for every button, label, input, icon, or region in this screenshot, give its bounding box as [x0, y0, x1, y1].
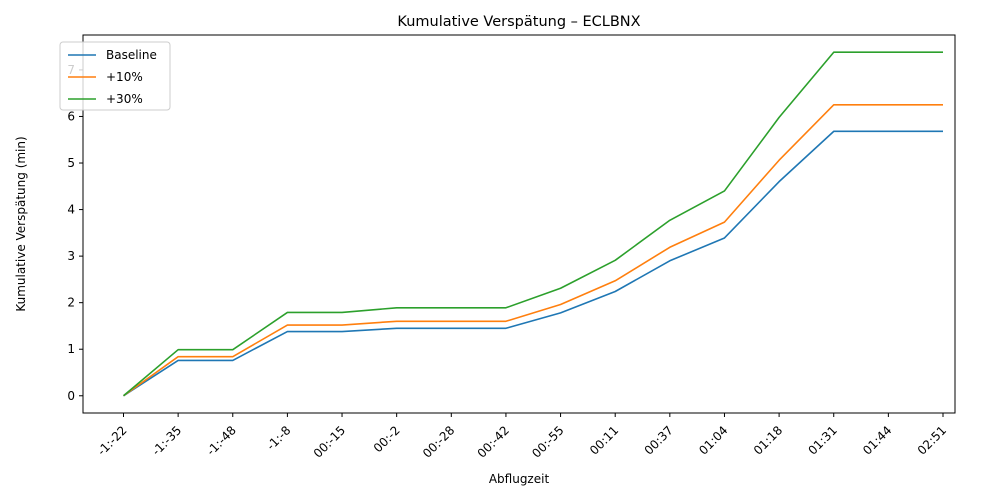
y-tick-label: 6 [67, 109, 75, 123]
legend-label: Baseline [106, 48, 157, 62]
legend-label: +30% [106, 92, 143, 106]
x-axis: -1:-22 -1:-35 -1:-48 -1:-8 00:-15 00:-2 00:-28… [95, 413, 949, 461]
legend: Baseline +10% +30% [59, 41, 171, 111]
x-tick-label: 01:31 [805, 423, 839, 457]
y-tick-label: 4 [67, 203, 75, 217]
x-tick-label: 00:-28 [420, 423, 457, 460]
plot-lines [122, 51, 943, 397]
x-tick-label: 00:-55 [529, 423, 566, 460]
x-tick-label: 01:04 [696, 423, 730, 457]
x-axis-label: Abflugzeit [489, 472, 550, 486]
y-tick-label: 0 [67, 389, 75, 403]
x-tick-label: 00:11 [587, 423, 621, 457]
y-tick-label: 3 [67, 249, 75, 263]
x-tick-label: -1:-22 [95, 423, 130, 458]
y-axis: 01234567 [67, 63, 83, 403]
x-tick-label: -1:-48 [204, 423, 239, 458]
x-tick-label: -1:-8 [264, 423, 294, 453]
series-line-2 [122, 51, 943, 397]
x-tick-label: -1:-35 [149, 423, 184, 458]
legend-box [59, 41, 171, 111]
series-line-1 [123, 104, 943, 397]
x-tick-label: 01:44 [860, 423, 894, 457]
y-tick-label: 2 [67, 296, 75, 310]
x-tick-label: 01:18 [751, 423, 785, 457]
chart-title: Kumulative Verspätung – ECLBNX [397, 14, 640, 30]
legend-label: +10% [106, 70, 143, 84]
x-tick-label: 00:-42 [475, 423, 512, 460]
x-tick-label: 00:-15 [311, 423, 348, 460]
plot-frame [82, 34, 956, 414]
x-tick-label: 02:51 [915, 423, 949, 457]
series-line-0 [123, 130, 943, 397]
x-tick-label: 00:37 [642, 423, 676, 457]
y-tick-label: 1 [67, 342, 75, 356]
x-tick-label: 00:-2 [371, 423, 403, 455]
y-axis-label: Kumulative Verspätung (min) [14, 136, 28, 311]
y-tick-label: 5 [67, 156, 75, 170]
